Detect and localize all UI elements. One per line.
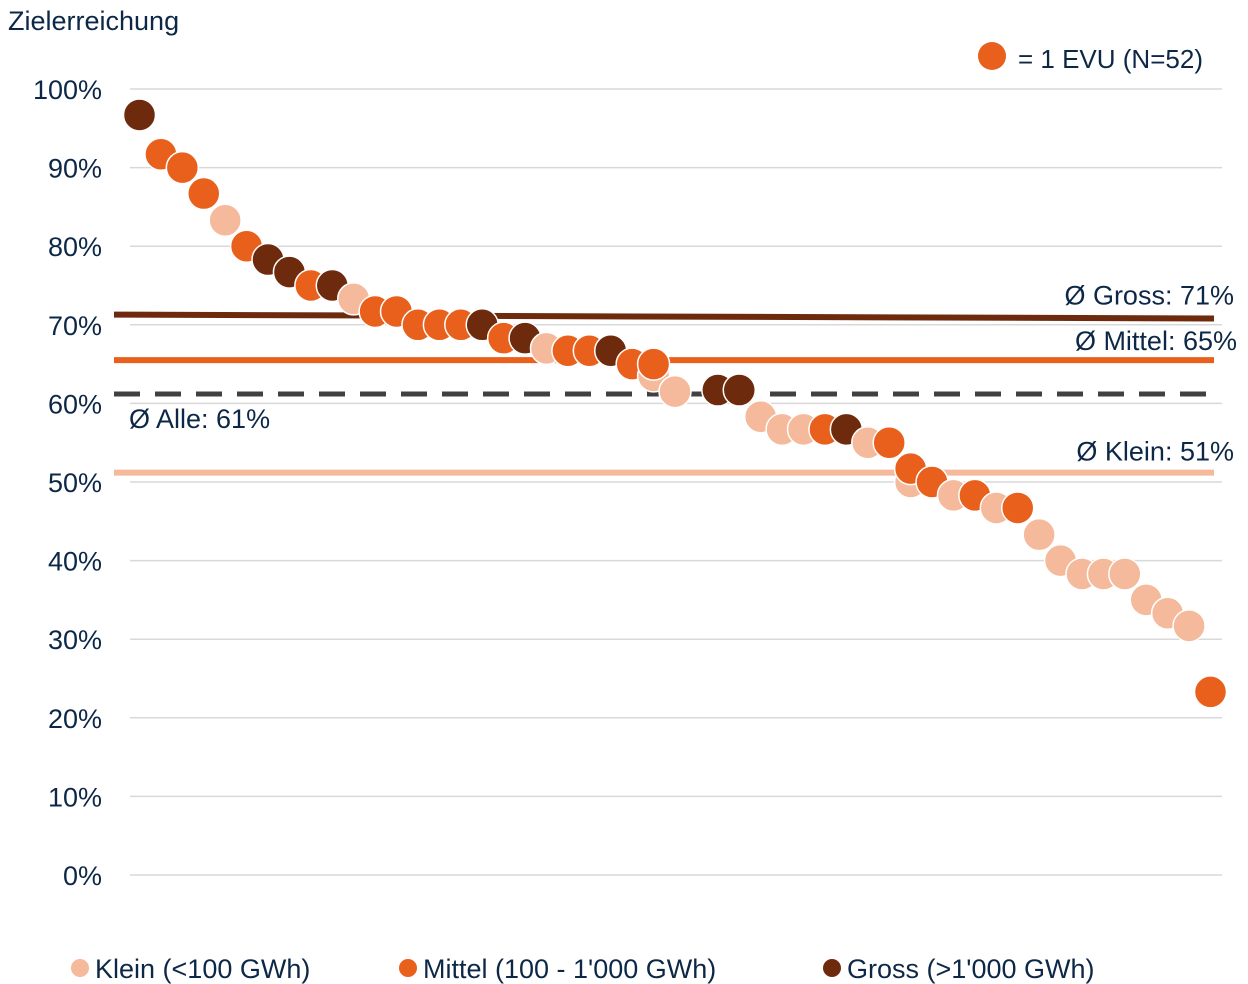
data-point-klein [208, 203, 242, 238]
average-label-mittel: Ø Mittel: 65% [1075, 326, 1237, 356]
legend-marker-klein [71, 959, 89, 977]
average-label-gross: Ø Gross: 71% [1064, 281, 1234, 311]
data-point-gross [722, 373, 757, 407]
data-point-mittel [1193, 675, 1228, 709]
y-tick-label: 70% [48, 311, 102, 341]
y-tick-label: 40% [48, 547, 102, 577]
marker-note-dot [978, 42, 1006, 70]
average-label-alle: Ø Alle: 61% [129, 404, 270, 434]
marker-note-text: = 1 EVU (N=52) [1018, 44, 1203, 74]
data-point-mittel [636, 347, 671, 381]
y-tick-label: 80% [48, 232, 102, 262]
average-labels: Ø Gross: 71% Ø Mittel: 65% Ø Alle: 61% Ø Kl… [129, 281, 1237, 467]
legend-marker-mittel [399, 959, 417, 977]
average-line-gross [113, 311, 1215, 322]
data-point-mittel [187, 176, 221, 211]
y-tick-label: 60% [48, 389, 102, 419]
legend-label-klein: Klein (<100 GWh) [95, 954, 310, 984]
y-tick-label: 20% [48, 704, 102, 734]
marker-legend-note: = 1 EVU (N=52) [978, 42, 1203, 74]
legend: Klein (<100 GWh) Mittel (100 - 1'000 GWh)… [71, 954, 1094, 984]
legend-label-gross: Gross (>1'000 GWh) [847, 954, 1094, 984]
data-point-mittel [165, 150, 200, 185]
data-point-mittel [1000, 491, 1035, 525]
data-point-klein [1022, 517, 1056, 552]
data-points [122, 98, 1228, 709]
legend-label-mittel: Mittel (100 - 1'000 GWh) [423, 954, 716, 984]
y-tick-labels: 0% 10% 20% 30% 40% 50% 60% 70% 80% 90% 100% [33, 75, 102, 891]
data-point-klein [658, 374, 692, 409]
average-label-klein: Ø Klein: 51% [1076, 437, 1234, 467]
data-point-klein [1172, 609, 1206, 643]
y-tick-label: 30% [48, 625, 102, 655]
y-axis-label: Zielerreichung [8, 6, 179, 36]
y-tick-label: 10% [48, 782, 102, 812]
legend-marker-gross [823, 959, 841, 977]
gridlines [130, 88, 1222, 876]
y-tick-label: 50% [48, 468, 102, 498]
y-tick-label: 0% [63, 861, 102, 891]
y-tick-label: 100% [33, 75, 102, 105]
y-tick-label: 90% [48, 154, 102, 184]
data-point-gross [122, 98, 157, 132]
data-point-mittel [872, 425, 906, 460]
data-point-klein [1108, 557, 1142, 591]
